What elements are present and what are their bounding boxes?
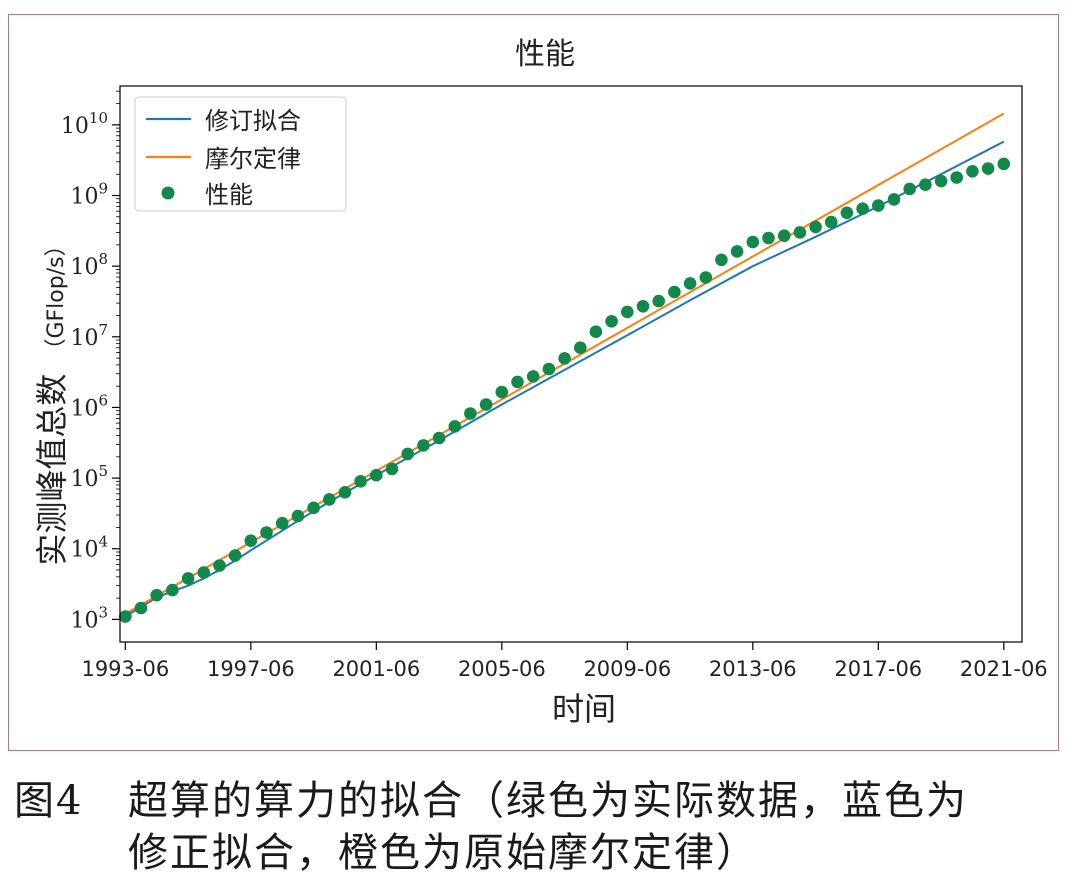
performance-point xyxy=(119,610,132,623)
performance-point xyxy=(213,559,226,572)
performance-point xyxy=(432,431,446,445)
performance-point xyxy=(809,220,822,234)
y-tick-label: 1010 xyxy=(61,109,108,139)
performance-point xyxy=(134,601,148,615)
performance-point xyxy=(166,583,179,597)
performance-point xyxy=(338,486,352,499)
y-axis-label-main: 实测峰值总数 xyxy=(33,374,71,566)
y-tick-label: 104 xyxy=(70,533,108,563)
performance-point xyxy=(856,202,869,215)
performance-point xyxy=(981,162,995,175)
x-tick-label: 2013-06 xyxy=(709,657,797,681)
series-line-0 xyxy=(124,140,1005,618)
x-tick-label: 2001-06 xyxy=(332,657,420,681)
performance-point xyxy=(448,420,462,433)
performance-point xyxy=(291,509,305,523)
performance-point xyxy=(574,341,587,355)
legend-label-revised-fit: 修订拟合 xyxy=(205,107,301,135)
plot-area xyxy=(119,112,1011,623)
performance-point xyxy=(903,182,916,196)
performance-point xyxy=(307,501,320,515)
performance-point xyxy=(762,231,775,245)
performance-point xyxy=(385,462,399,476)
chart-title: 性能 xyxy=(515,37,575,72)
performance-point xyxy=(417,439,430,452)
y-tick-label: 108 xyxy=(70,250,108,280)
performance-point xyxy=(605,315,618,328)
x-tick-label: 1993-06 xyxy=(81,657,169,681)
x-tick-label: 2005-06 xyxy=(458,657,546,681)
performance-point xyxy=(872,199,885,212)
performance-point xyxy=(511,375,524,389)
y-tick-label: 107 xyxy=(70,321,108,351)
y-axis-label: 实测峰值总数 （GFlop/s） xyxy=(33,234,71,565)
performance-point xyxy=(668,285,681,299)
legend-swatch-performance xyxy=(161,186,175,200)
y-axis-label-unit: （GFlop/s） xyxy=(44,234,69,360)
performance-point xyxy=(495,385,509,399)
caption-text-line1: 超算的算力的拟合（绿色为实际数据，蓝色为 xyxy=(128,778,968,824)
performance-point xyxy=(542,362,556,376)
performance-point xyxy=(621,305,634,319)
performance-point xyxy=(323,493,336,506)
legend: 修订拟合 摩尔定律 性能 xyxy=(134,96,347,212)
caption-text-line2: 修正拟合，橙色为原始摩尔定律） xyxy=(128,830,758,876)
figure-caption-line2: 修正拟合，橙色为原始摩尔定律） xyxy=(128,820,758,878)
performance-point xyxy=(464,407,477,420)
performance-point xyxy=(746,235,760,249)
performance-point xyxy=(793,226,807,239)
y-tick-label: 105 xyxy=(70,462,108,492)
x-tick-label: 1997-06 xyxy=(207,657,295,681)
figure-frame xyxy=(8,14,1059,751)
legend-label-moores-law: 摩尔定律 xyxy=(205,145,301,173)
performance-point xyxy=(636,300,650,313)
axes-frame xyxy=(119,85,1023,643)
performance-point xyxy=(275,516,289,530)
x-axis: 1993-06 1997-06 2001-06 2005-06 2009-06 2013-… xyxy=(81,642,1048,681)
legend-box xyxy=(134,96,347,212)
performance-point xyxy=(652,294,665,308)
figure-caption-line1: 图4 超算的算力的拟合（绿色为实际数据，蓝色为 xyxy=(14,768,968,826)
performance-point xyxy=(777,229,791,242)
performance-point xyxy=(244,534,258,547)
performance-point xyxy=(966,165,979,178)
performance-point xyxy=(683,277,697,290)
x-tick-label: 2021-06 xyxy=(960,657,1048,681)
performance-point xyxy=(934,174,948,188)
performance-point xyxy=(150,588,163,602)
performance-point xyxy=(260,526,273,539)
performance-point xyxy=(840,206,854,220)
legend-label-performance: 性能 xyxy=(205,181,253,209)
y-tick-label: 103 xyxy=(70,603,108,633)
performance-chart: 性能 1993-06 1997-06 2001-06 2005-06 2009-06 20… xyxy=(33,37,1048,728)
figure-number: 图4 xyxy=(14,778,84,824)
performance-point xyxy=(824,215,838,229)
x-tick-label: 2017-06 xyxy=(834,657,922,681)
y-tick-label: 106 xyxy=(70,391,108,421)
x-axis-label: 时间 xyxy=(552,690,616,728)
performance-point xyxy=(401,447,415,461)
performance-point xyxy=(715,253,728,267)
performance-point xyxy=(699,271,713,284)
performance-point xyxy=(479,398,493,411)
performance-point xyxy=(950,171,963,184)
y-tick-label: 109 xyxy=(70,180,108,210)
performance-point xyxy=(526,370,540,383)
performance-point xyxy=(919,178,932,191)
performance-point xyxy=(354,475,367,488)
performance-point xyxy=(181,572,195,585)
performance-point xyxy=(997,157,1011,171)
x-tick-label: 2009-06 xyxy=(583,657,671,681)
performance-point xyxy=(730,245,744,258)
performance-point xyxy=(197,566,211,579)
y-axis: 103 104 105 106 107 108 109 1010 xyxy=(61,90,120,633)
performance-point xyxy=(887,193,901,206)
performance-point xyxy=(370,468,383,482)
performance-point xyxy=(228,549,242,562)
performance-point xyxy=(589,325,603,339)
performance-point xyxy=(558,352,571,365)
